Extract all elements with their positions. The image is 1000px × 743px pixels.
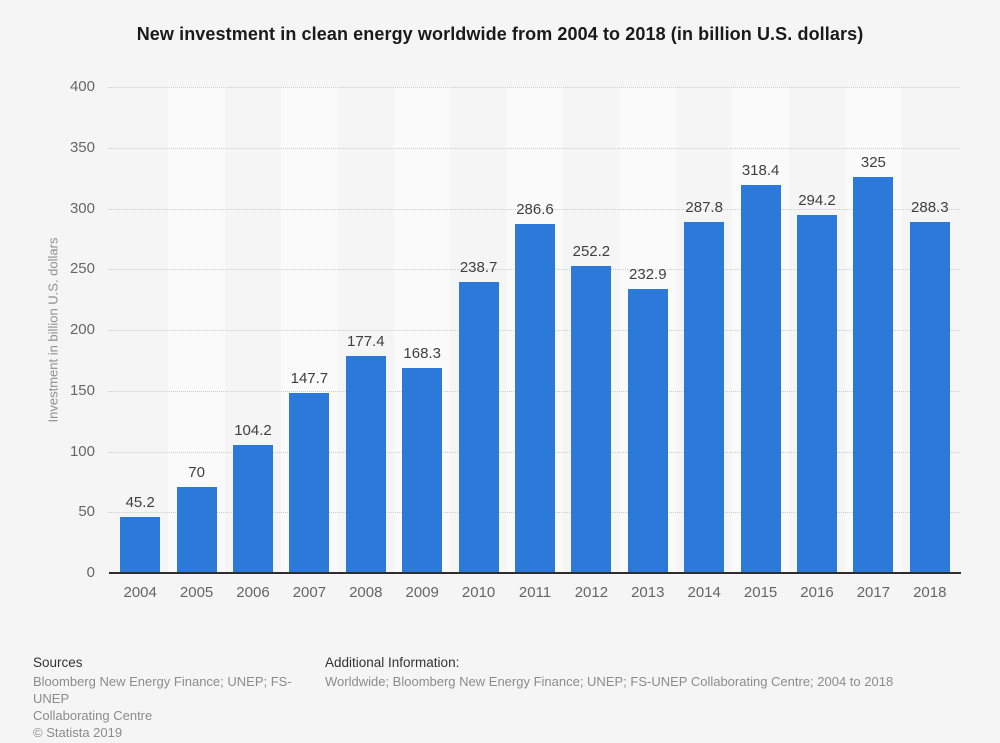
chart-bar-2005[interactable] — [176, 486, 217, 572]
bar-value-label: 168.3 — [403, 344, 441, 362]
bar-value-label: 287.8 — [685, 199, 723, 217]
x-tick-label: 2011 — [518, 584, 552, 601]
sources-line-1: Bloomberg New Energy Finance; UNEP; FS-U… — [33, 674, 292, 706]
chart-bar-2015[interactable] — [740, 185, 781, 572]
sources-line-2: Collaborating Centre — [33, 708, 153, 723]
gridline — [108, 147, 960, 149]
x-tick-label: 2004 — [123, 584, 157, 601]
x-axis-tick-labels: 2004 2005 2006 2007 2008 2009 2010 2011 2012 2013… — [112, 585, 958, 605]
x-tick-label: 2006 — [236, 584, 270, 601]
x-tick-label: 2017 — [856, 584, 891, 601]
x-tick-label: 2008 — [349, 584, 383, 601]
chart-bar-2007[interactable] — [289, 392, 330, 572]
additional-info-text: Worldwide; Bloomberg New Energy Finance;… — [325, 674, 894, 689]
footer-sources-block: Sources Bloomberg New Energy Finance; UN… — [33, 654, 313, 741]
x-tick-label: 2005 — [179, 584, 214, 601]
chart-bar-2017[interactable] — [853, 177, 894, 572]
statista-copyright: © Statista 2019 — [33, 725, 123, 740]
bar-value-label: 318.4 — [741, 162, 780, 180]
plot-area: 45.2 70 104.2 147.7 177.4 168.3 238.7 286.6 252.… — [108, 87, 960, 573]
footer-additional-info-block: Additional Information: Worldwide; Bloom… — [325, 654, 965, 690]
x-tick-label: 2010 — [461, 584, 496, 601]
chart-bar-2013[interactable] — [627, 289, 668, 572]
chart-bar-2016[interactable] — [797, 214, 837, 572]
chart-bar-2011[interactable] — [515, 223, 555, 572]
x-tick-label: 2007 — [292, 584, 327, 601]
x-axis-line — [109, 572, 961, 574]
bar-value-label: 238.7 — [459, 258, 498, 276]
y-tick-label: 300 — [69, 199, 95, 217]
y-tick-label: 400 — [69, 78, 95, 95]
chart-bar-2004[interactable] — [120, 517, 161, 572]
bar-value-label: 252.2 — [572, 242, 611, 260]
chart-bar-2018[interactable] — [909, 221, 950, 572]
x-tick-label: 2012 — [574, 584, 609, 601]
bar-value-label: 70 — [188, 463, 205, 481]
chart-bar-2010[interactable] — [458, 281, 499, 572]
sources-heading: Sources — [33, 655, 83, 670]
x-tick-label: 2018 — [913, 584, 947, 601]
chart-bar-2014[interactable] — [684, 222, 725, 572]
x-tick-label: 2009 — [405, 584, 439, 601]
chart-bar-2006[interactable] — [233, 445, 273, 572]
chart-bar-2009[interactable] — [402, 367, 443, 572]
bar-value-label: 45.2 — [125, 494, 155, 512]
x-tick-label: 2016 — [800, 584, 834, 601]
y-tick-label: 0 — [86, 564, 95, 581]
bar-value-label: 325 — [860, 154, 886, 172]
chart-bar-2012[interactable] — [571, 265, 612, 572]
x-tick-label: 2015 — [743, 584, 778, 601]
bar-value-label: 104.2 — [234, 422, 272, 440]
y-tick-label: 150 — [69, 381, 95, 399]
additional-info-heading: Additional Information: — [325, 655, 460, 670]
y-axis-tick-labels: 0 50 100 150 200 250 300 350 400 — [0, 79, 95, 581]
gridline — [108, 208, 960, 210]
gridline — [108, 87, 960, 88]
y-tick-label: 350 — [69, 138, 95, 156]
bar-value-label: 294.2 — [798, 191, 836, 209]
x-tick-label: 2014 — [687, 584, 721, 601]
bar-value-label: 147.7 — [290, 369, 329, 387]
y-tick-label: 50 — [78, 503, 95, 521]
x-tick-label: 2013 — [631, 584, 665, 601]
chart-bar-2008[interactable] — [345, 356, 386, 572]
bar-value-label: 288.3 — [911, 198, 949, 216]
bar-value-label: 286.6 — [516, 200, 554, 218]
chart-title: New investment in clean energy worldwide… — [136, 24, 864, 44]
bar-value-label: 177.4 — [347, 333, 385, 351]
y-tick-label: 250 — [69, 260, 95, 278]
y-tick-label: 100 — [69, 442, 95, 460]
y-tick-label: 200 — [69, 321, 95, 338]
bar-value-label: 232.9 — [629, 266, 667, 284]
